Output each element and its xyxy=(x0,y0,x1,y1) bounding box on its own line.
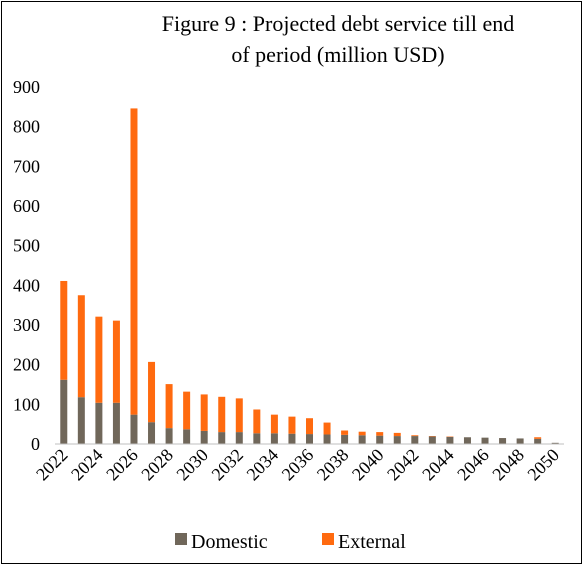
bar-domestic-2023 xyxy=(77,397,85,444)
y-axis-ticks: 0 100 200 300 400 500 600 700 800 900 xyxy=(13,77,40,454)
legend-label-external: External xyxy=(338,531,406,553)
bar-domestic-2029 xyxy=(183,429,191,444)
legend-swatch-external xyxy=(322,533,334,545)
bar-domestic-2044 xyxy=(446,436,454,444)
bar-external-2027 xyxy=(148,361,156,423)
bar-domestic-2039 xyxy=(358,435,366,444)
bar-external-2025 xyxy=(112,320,120,403)
bar-external-2033 xyxy=(253,409,261,434)
y-tick-label: 500 xyxy=(13,236,40,256)
y-tick-label: 900 xyxy=(13,77,40,97)
x-tick-label: 2042 xyxy=(383,445,423,485)
bar-external-2026 xyxy=(130,108,138,415)
bar-external-2039 xyxy=(358,431,366,436)
bar-external-2031 xyxy=(218,396,226,433)
bar-domestic-2049 xyxy=(534,438,542,444)
y-tick-label: 800 xyxy=(13,117,40,137)
bar-external-2042 xyxy=(411,435,419,437)
bar-external-2038 xyxy=(341,430,349,435)
bar-external-2030 xyxy=(200,394,208,431)
bar-domestic-2031 xyxy=(218,432,226,444)
x-tick-label: 2038 xyxy=(313,445,353,485)
x-tick-label: 2046 xyxy=(453,445,493,485)
bar-external-2049 xyxy=(534,437,542,439)
bar-domestic-2022 xyxy=(60,379,68,444)
bar-domestic-2037 xyxy=(323,434,331,444)
bar-domestic-2033 xyxy=(253,433,261,444)
x-tick-label: 2030 xyxy=(172,445,212,485)
chart-title-line-1: Figure 9 : Projected debt service till e… xyxy=(162,11,515,36)
bar-domestic-2032 xyxy=(235,432,243,444)
legend-label-domestic: Domestic xyxy=(191,531,268,553)
x-tick-label: 2050 xyxy=(523,445,563,485)
bar-domestic-2035 xyxy=(288,433,296,444)
x-tick-label: 2028 xyxy=(137,445,177,485)
bar-external-2032 xyxy=(235,398,243,433)
bar-domestic-2047 xyxy=(499,438,507,444)
x-tick-label: 2024 xyxy=(67,445,107,485)
y-tick-label: 200 xyxy=(13,355,40,375)
bar-external-2034 xyxy=(270,414,278,434)
bars-group xyxy=(60,108,559,444)
y-tick-label: 600 xyxy=(13,196,40,216)
bar-domestic-2046 xyxy=(481,437,489,444)
bar-domestic-2026 xyxy=(130,414,138,444)
y-tick-label: 400 xyxy=(13,275,40,295)
bar-external-2029 xyxy=(183,391,191,430)
bar-domestic-2040 xyxy=(376,435,384,444)
bar-external-2022 xyxy=(60,280,68,380)
x-tick-label: 2032 xyxy=(208,445,248,485)
legend-swatch-domestic xyxy=(175,533,187,545)
bar-domestic-2048 xyxy=(516,438,524,444)
x-tick-label: 2026 xyxy=(102,445,142,485)
bar-external-2028 xyxy=(165,384,173,429)
bar-external-2037 xyxy=(323,422,331,435)
bar-domestic-2028 xyxy=(165,428,173,444)
bar-domestic-2027 xyxy=(148,422,156,444)
y-tick-label: 300 xyxy=(13,315,40,335)
bar-domestic-2050 xyxy=(551,442,559,444)
chart-title-line-2: of period (million USD) xyxy=(231,42,444,67)
y-tick-label: 0 xyxy=(31,434,40,454)
bar-domestic-2030 xyxy=(200,430,208,444)
bar-domestic-2043 xyxy=(428,436,436,444)
bar-domestic-2045 xyxy=(463,437,471,444)
bar-external-2041 xyxy=(393,432,401,437)
x-axis-ticks: 2022202420262028203020322034203620382040… xyxy=(32,445,563,485)
bar-external-2024 xyxy=(95,316,103,403)
bar-domestic-2034 xyxy=(270,433,278,444)
bar-external-2023 xyxy=(77,295,85,398)
y-tick-label: 100 xyxy=(13,394,40,414)
legend: Domestic External xyxy=(175,531,406,553)
x-tick-label: 2034 xyxy=(243,445,283,485)
x-tick-label: 2048 xyxy=(488,445,528,485)
bar-domestic-2025 xyxy=(112,402,120,444)
bar-domestic-2041 xyxy=(393,436,401,444)
bar-external-2040 xyxy=(376,432,384,436)
x-tick-label: 2036 xyxy=(278,445,318,485)
bar-domestic-2036 xyxy=(306,434,313,444)
bar-external-2036 xyxy=(306,418,313,435)
bar-domestic-2024 xyxy=(95,402,103,444)
x-tick-label: 2044 xyxy=(418,445,458,485)
bar-external-2035 xyxy=(288,416,296,434)
y-tick-label: 700 xyxy=(13,156,40,176)
bar-domestic-2042 xyxy=(411,436,419,444)
bar-domestic-2038 xyxy=(341,434,349,444)
x-tick-label: 2040 xyxy=(348,445,388,485)
